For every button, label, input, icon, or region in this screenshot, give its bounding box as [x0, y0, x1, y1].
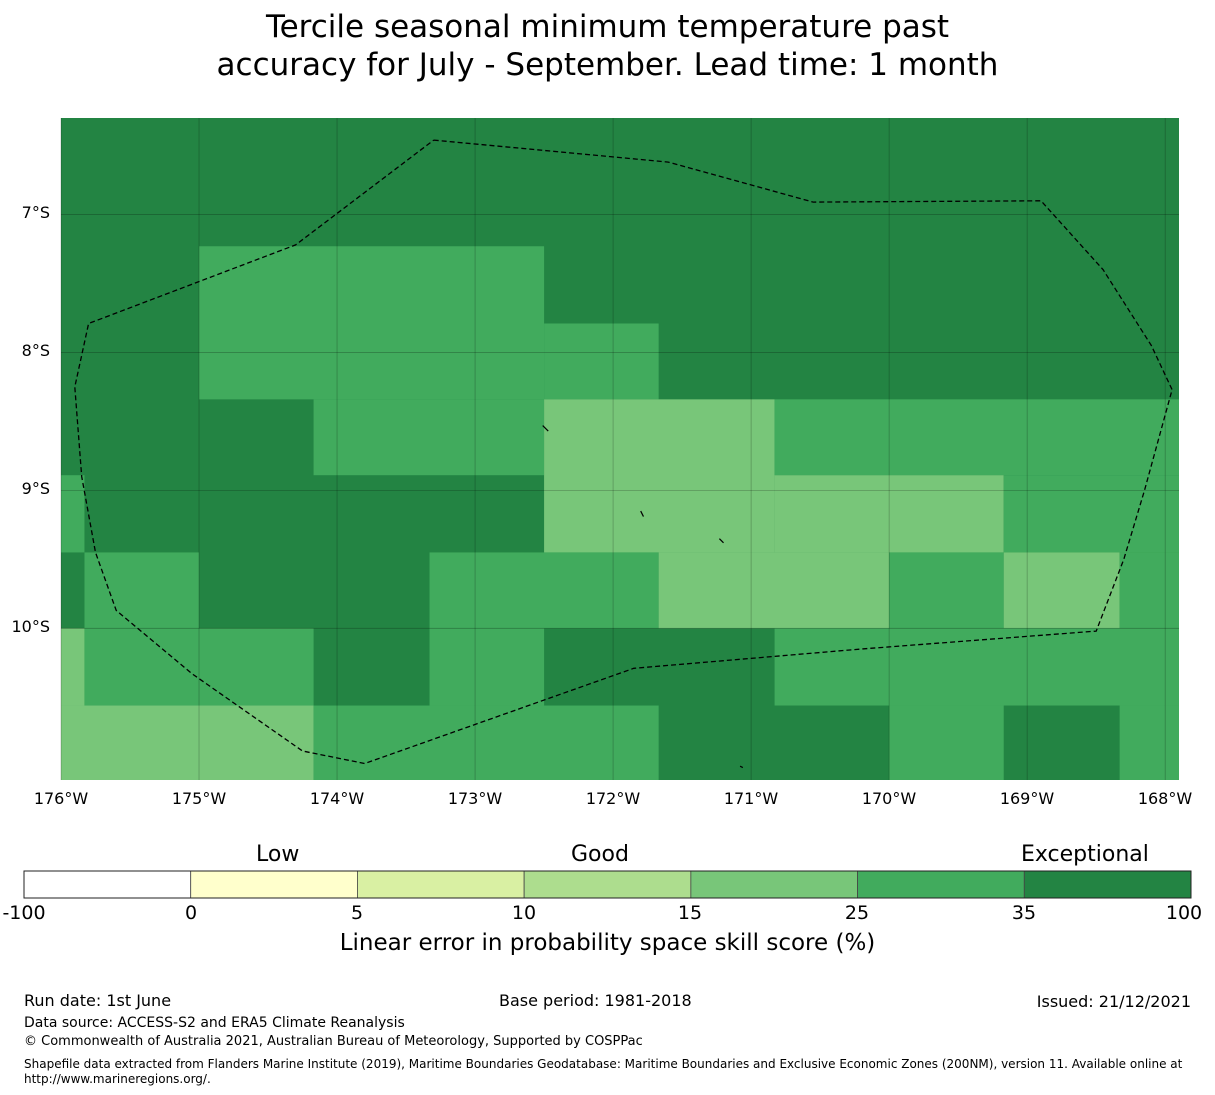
skill-cell: [61, 628, 85, 706]
lon-label-175w: 175°W: [171, 789, 227, 808]
skill-cell: [429, 628, 545, 706]
colorbar-frame: [23, 870, 1192, 899]
colorbar-tick: 25: [844, 902, 870, 924]
colorbar: [23, 870, 1192, 899]
title-line-1: Tercile seasonal minimum temperature pas…: [265, 9, 950, 45]
skill-cell: [774, 475, 1004, 553]
skill-cell: [774, 399, 1179, 476]
colorbar-swatch: [357, 870, 525, 899]
skill-map: [60, 118, 1179, 780]
island-coastline: [739, 765, 744, 769]
title-line-2: accuracy for July - September. Lead time…: [216, 47, 999, 83]
skill-cell: [889, 705, 1004, 780]
skill-cell: [429, 552, 659, 629]
category-low: Low: [256, 842, 300, 867]
colorbar-tick: 35: [1011, 902, 1037, 924]
issued-date: Issued: 21/12/2021: [1036, 992, 1191, 1011]
category-good: Good: [571, 842, 629, 867]
skill-cell: [199, 246, 545, 400]
colorbar-swatch: [190, 870, 358, 899]
skill-cell: [1119, 705, 1179, 780]
colorbar-swatch: [1023, 870, 1192, 899]
copyright: © Commonwealth of Australia 2021, Austra…: [24, 1034, 643, 1049]
skill-cell: [1003, 552, 1120, 629]
lon-label-169w: 169°W: [999, 789, 1055, 808]
lon-label-176w: 176°W: [33, 789, 89, 808]
colorbar-tick: 10: [511, 902, 537, 924]
lon-label-174w: 174°W: [309, 789, 365, 808]
skill-cell: [61, 475, 85, 553]
skill-cell: [774, 628, 1179, 706]
skill-cell: [84, 628, 314, 706]
skill-cell: [61, 705, 314, 780]
island-coastline: [640, 510, 645, 517]
colorbar-tick: 100: [1165, 902, 1203, 924]
colorbar-swatch: [857, 870, 1025, 899]
map-title: Tercile seasonal minimum temperature pas…: [0, 8, 1215, 84]
skill-cell: [544, 399, 775, 553]
colorbar-swatch: [23, 870, 192, 899]
lon-label-173w: 173°W: [447, 789, 503, 808]
shapefile-note: Shapefile data extracted from Flanders M…: [24, 1057, 1183, 1086]
colorbar-tick: 15: [677, 902, 703, 924]
island-coastline: [542, 425, 549, 432]
lon-label-171w: 171°W: [723, 789, 779, 808]
skill-cell: [658, 552, 890, 629]
coastlines: [542, 425, 744, 769]
colorbar-swatch: [690, 870, 858, 899]
data-source: Data source: ACCESS-S2 and ERA5 Climate …: [24, 1015, 405, 1031]
colorbar-tick: 0: [184, 902, 198, 924]
lon-label-172w: 172°W: [585, 789, 641, 808]
eez-boundary: [74, 139, 1173, 765]
run-date: Run date: 1st June: [24, 991, 172, 1010]
lat-label-8s: 8°S: [21, 341, 50, 360]
skill-cells: [61, 118, 1179, 780]
lat-label-9s: 9°S: [21, 479, 50, 498]
base-period: Base period: 1981-2018: [499, 991, 692, 1010]
lon-label-168w: 168°W: [1137, 789, 1193, 808]
skill-cell: [84, 552, 200, 629]
lat-label-10s: 10°S: [11, 617, 50, 636]
skill-cell: [1003, 475, 1179, 553]
skill-cell: [1119, 552, 1179, 629]
skill-cell: [313, 399, 545, 476]
category-exceptional: Exceptional: [1021, 842, 1149, 867]
skill-cell: [544, 323, 659, 400]
lon-label-170w: 170°W: [861, 789, 917, 808]
skill-cell: [313, 705, 659, 780]
skill-cell: [889, 552, 1004, 629]
lat-label-7s: 7°S: [21, 203, 50, 222]
island-coastline: [718, 538, 724, 544]
graticule: [60, 118, 1179, 780]
colorbar-swatch: [523, 870, 692, 899]
colorbar-label: Linear error in probability space skill …: [339, 930, 876, 956]
colorbar-tick: -100: [2, 902, 46, 924]
colorbar-tick: 5: [350, 902, 364, 924]
